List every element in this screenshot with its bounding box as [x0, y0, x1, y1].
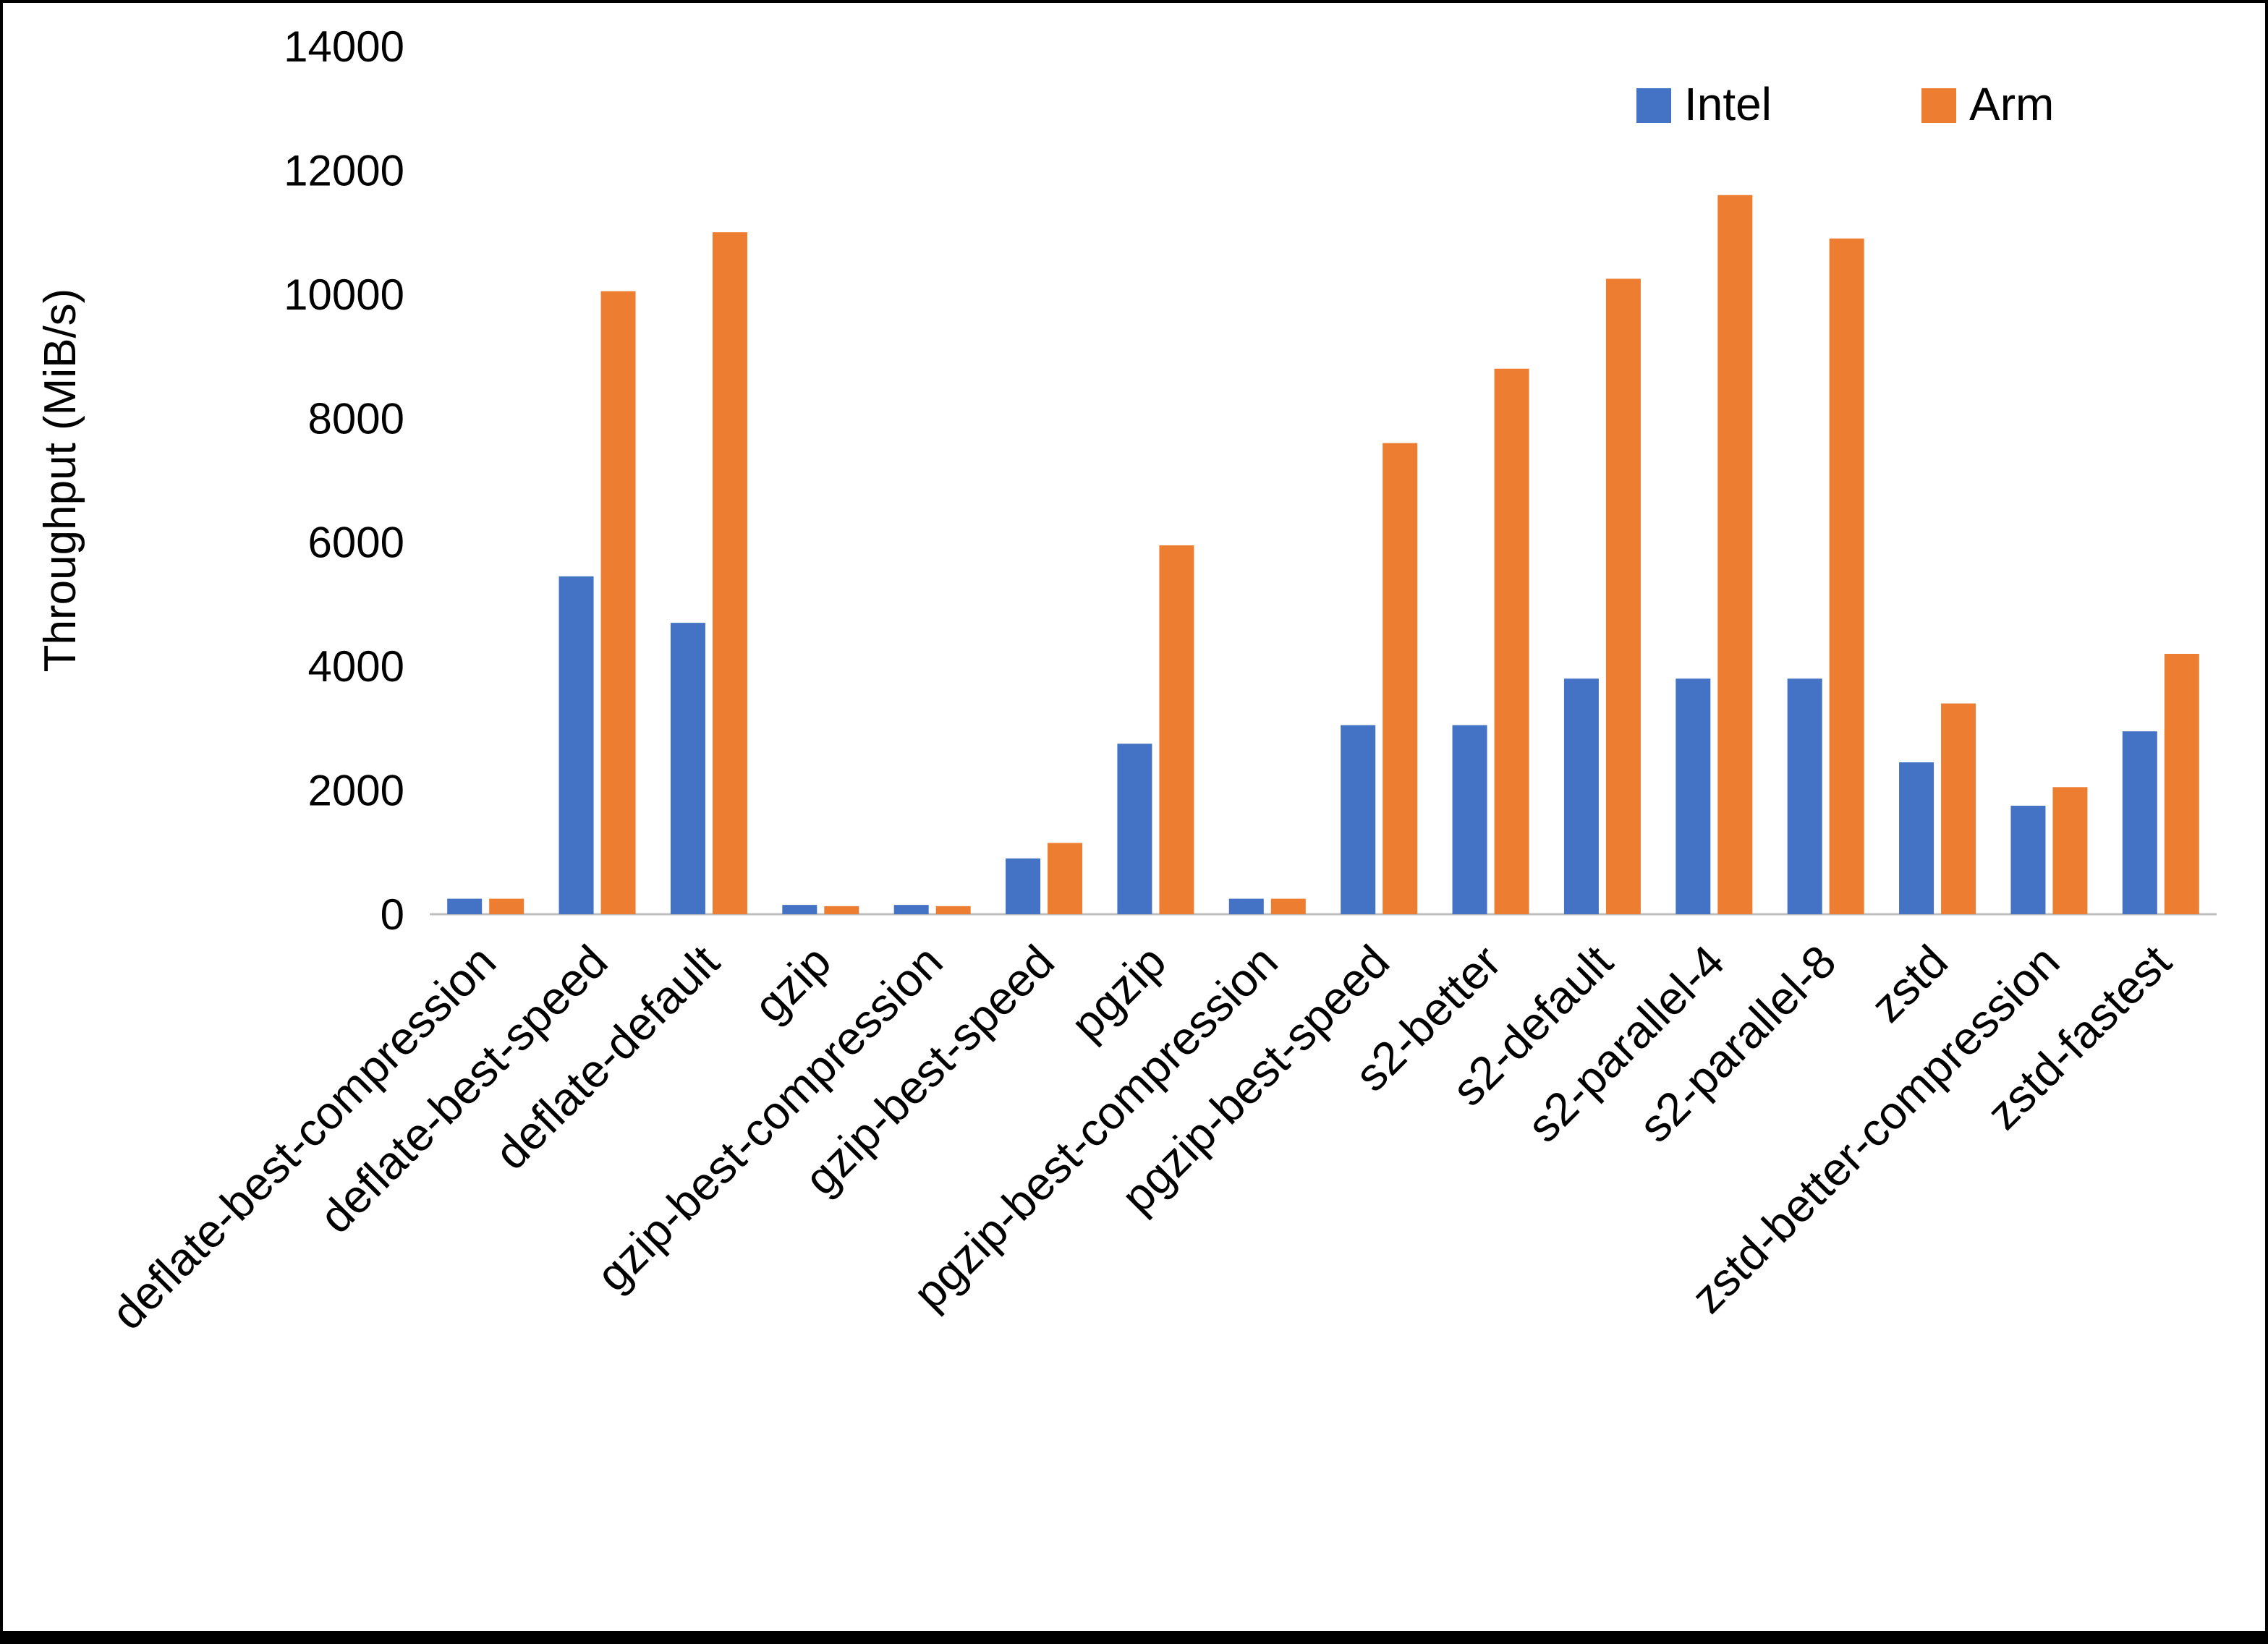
- y-tick-label: 2000: [308, 767, 404, 815]
- bar-intel-deflate-best-speed: [558, 576, 594, 914]
- bar-intel-s2-parallel-8: [1787, 678, 1822, 914]
- bar-intel-pgzip-best-compression: [1228, 898, 1264, 914]
- bar-arm-deflate-best-speed: [600, 291, 636, 915]
- bar-arm-pgzip-best-speed: [1383, 443, 1418, 914]
- x-category-label: zstd: [1861, 935, 1958, 1032]
- bar-arm-gzip-best-speed: [1048, 843, 1083, 914]
- bar-arm-deflate-best-compression: [489, 898, 524, 914]
- bar-arm-s2-parallel-8: [1829, 238, 1864, 914]
- bar-intel-gzip: [782, 905, 817, 914]
- bar-arm-zstd-better-compression: [2052, 787, 2088, 914]
- bar-arm-pgzip: [1159, 545, 1194, 914]
- y-axis-title: Throughput (MiB/s): [35, 289, 85, 673]
- bar-arm-s2-parallel-4: [1717, 195, 1753, 914]
- bar-intel-s2-better: [1452, 725, 1487, 914]
- bar-intel-s2-default: [1563, 678, 1599, 914]
- y-tick-label: 12000: [284, 146, 404, 195]
- bar-chart: 0 2000 4000 6000 8000 10000 12000 14000 Throughp…: [35, 22, 2217, 1340]
- bar-arm-gzip-best-compression: [935, 906, 971, 914]
- bar-arm-s2-better: [1494, 368, 1529, 914]
- y-tick-label: 6000: [308, 519, 404, 567]
- bar-intel-pgzip: [1117, 744, 1152, 914]
- y-tick-label: 0: [381, 890, 404, 939]
- legend-swatch-arm: [1921, 88, 1956, 123]
- y-tick-label: 4000: [308, 642, 404, 691]
- bar-intel-gzip-best-compression: [893, 905, 929, 914]
- legend-label-arm: Arm: [1969, 78, 2054, 130]
- bar-arm-s2-default: [1605, 278, 1641, 914]
- bar-intel-s2-parallel-4: [1675, 678, 1711, 914]
- y-tick-label: 8000: [308, 394, 404, 443]
- x-category-label: gzip: [744, 935, 841, 1032]
- legend-swatch-intel: [1636, 88, 1671, 123]
- bar-intel-zstd-better-compression: [2010, 806, 2046, 914]
- bar-arm-zstd-fastest: [2164, 654, 2199, 914]
- bar-arm-zstd: [1941, 703, 1976, 914]
- bar-intel-zstd: [1899, 762, 1934, 914]
- bar-arm-deflate-default: [712, 232, 747, 915]
- bar-arm-pgzip-best-compression: [1270, 898, 1306, 914]
- bar-intel-deflate-best-compression: [447, 898, 483, 914]
- y-tick-label: 10000: [284, 271, 404, 319]
- y-tick-label: 14000: [284, 22, 404, 71]
- bar-arm-gzip: [824, 906, 859, 914]
- bar-intel-pgzip-best-speed: [1341, 725, 1376, 914]
- legend-label-intel: Intel: [1684, 78, 1772, 130]
- bar-intel-gzip-best-speed: [1006, 858, 1041, 914]
- bar-intel-deflate-default: [670, 623, 705, 914]
- bar-intel-zstd-fastest: [2122, 731, 2157, 914]
- bottom-border: [3, 1631, 2265, 1644]
